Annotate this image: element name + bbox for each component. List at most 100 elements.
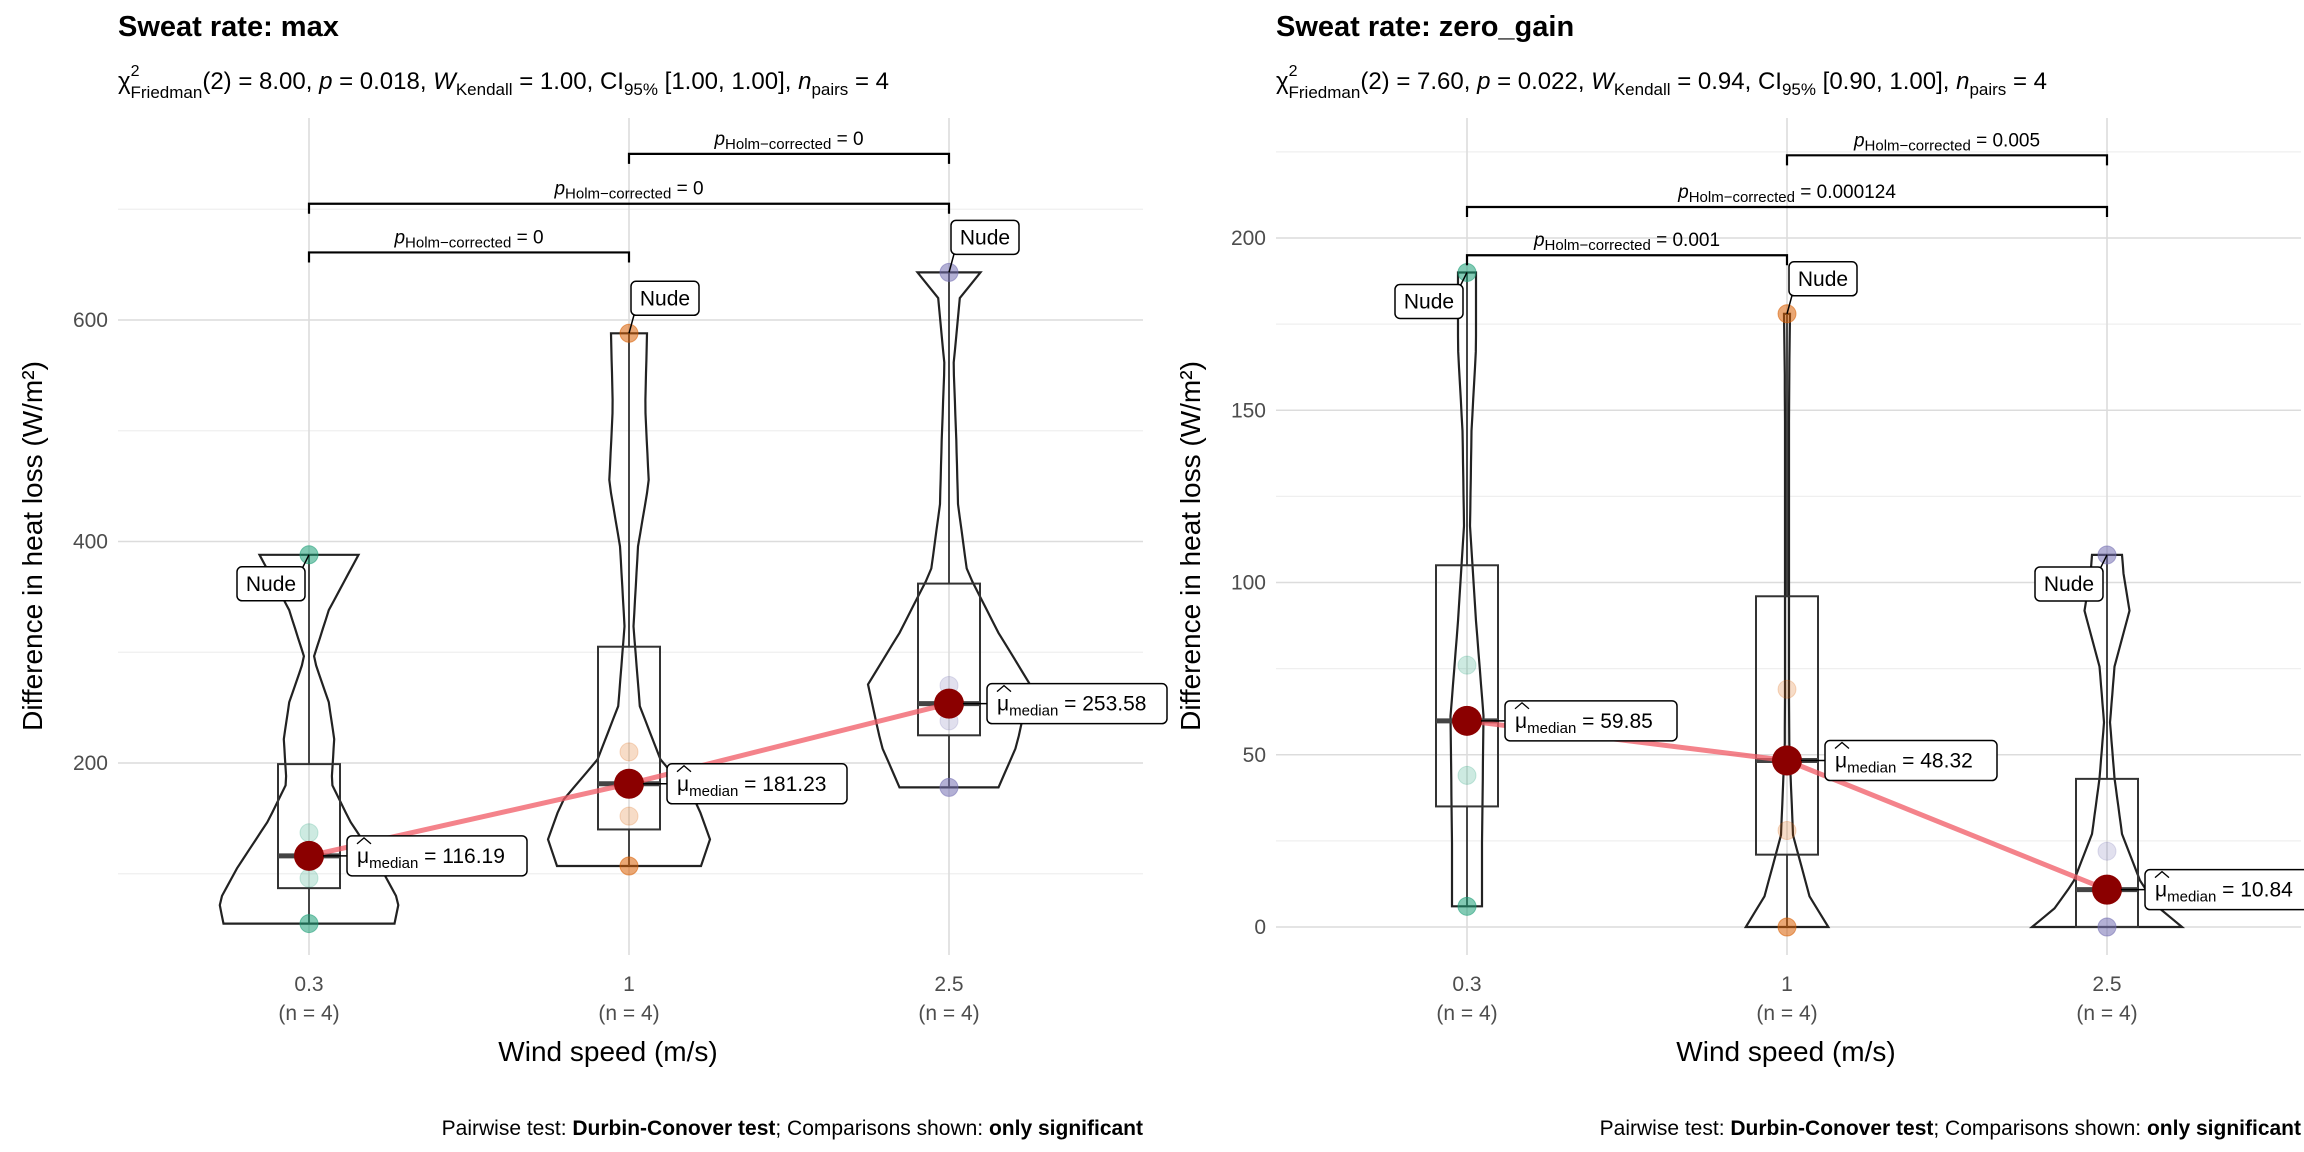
median-value: = 253.58 (1058, 693, 1146, 716)
bracket-p-value: = 0.001 (1651, 230, 1720, 251)
outlier-text: Nude (2044, 573, 2094, 596)
x-tick-n-label: (n = 4) (598, 1002, 659, 1025)
bracket-p: p (713, 129, 725, 150)
median-label-box (666, 763, 848, 805)
panel-sweat-rate-max: Sweat rate: max χ2 Friedman(2) = 8.00, p … (17, 11, 1168, 1140)
x-tick-label: 2.5 (2092, 973, 2121, 996)
y-tick-label: 0 (1254, 916, 1266, 939)
median-mu: μ (2155, 879, 2167, 902)
median-mu: μ (1515, 710, 1527, 733)
median-label: μmedian = 48.32 (1801, 739, 1998, 782)
outlier-label: Nude (236, 554, 310, 602)
ci-sub: 95% (1782, 80, 1816, 99)
data-point (299, 823, 319, 843)
data-point (299, 868, 319, 888)
outlier-box (1394, 283, 1464, 320)
median-label: μmedian = 116.19 (323, 835, 528, 877)
violin-2.5 (2028, 553, 2186, 929)
x-tick-n-label: (n = 4) (2076, 1002, 2137, 1025)
x-axis-label: Wind speed (m/s) (1676, 1036, 1895, 1067)
chi-sup: 2 (131, 63, 140, 80)
bracket-p-sub: Holm−corrected (1689, 189, 1795, 206)
x-tick-label: 0.3 (294, 973, 323, 996)
p-rest: = 0.018, (332, 68, 433, 95)
median-point (1772, 745, 1802, 776)
y-tick-label: 200 (73, 752, 108, 775)
median-point (934, 688, 964, 719)
pairwise-bracket: pHolm−corrected = 0 (627, 129, 951, 164)
bracket-line (307, 251, 631, 263)
chi-symbol: χ (118, 68, 131, 95)
bracket-p: p (1533, 230, 1545, 251)
x-axis-label: Wind speed (m/s) (498, 1036, 717, 1067)
median-label-text: μmedian = 181.23 (677, 773, 826, 800)
bracket-p-value: = 0 (511, 227, 543, 248)
outlier-box (950, 219, 1020, 256)
bracket-line (627, 152, 951, 164)
median-value: = 116.19 (418, 845, 505, 868)
chi-rest: (2) = 8.00, (202, 68, 319, 95)
x-axis-label-main: Wind speed (1676, 1036, 1832, 1067)
y-tick-label: 100 (1231, 572, 1266, 595)
pairwise-bracket: pHolm−corrected = 0 (307, 179, 951, 214)
panel-sweat-rate-zero-gain: Sweat rate: zero_gain χ2 Friedman(2) = 7.… (1175, 11, 2304, 1140)
median-hat (1514, 701, 1530, 710)
median-point (1452, 705, 1482, 736)
x-tick-n-label: (n = 4) (1436, 1002, 1497, 1025)
outlier-box (1788, 261, 1858, 297)
caption-mid: ; Comparisons shown: (775, 1117, 989, 1140)
data-point (1777, 917, 1797, 937)
median-point (614, 768, 644, 799)
bracket-p-sub: Holm−corrected (1865, 137, 1971, 154)
median-label-text: μmedian = 116.19 (357, 845, 505, 872)
chart-subtitle: χ2 Friedman(2) = 7.60, p = 0.022, WKendal… (1276, 63, 2047, 102)
bracket-p: p (553, 179, 565, 200)
x-tick-label: 2.5 (934, 973, 963, 996)
median-label: μmedian = 10.84 (2121, 868, 2304, 911)
outlier-box (236, 566, 306, 602)
data-point (619, 742, 639, 762)
median-sub: median (2167, 889, 2216, 906)
violin-2.5 (866, 271, 1032, 789)
median-label-box (346, 835, 528, 877)
outlier-box (2034, 566, 2104, 602)
bracket-line (1785, 154, 2109, 166)
bracket-p-value: = 0.005 (1971, 130, 2040, 151)
median-hat (356, 836, 372, 845)
pairwise-bracket: pHolm−corrected = 0.001 (1465, 230, 1789, 266)
w-symbol: W (433, 68, 458, 95)
x-tick-n-label: (n = 4) (278, 1002, 339, 1025)
bracket-p-value: = 0 (831, 129, 863, 150)
violin-0.3 (218, 553, 400, 925)
median-hat (996, 684, 1012, 693)
p-symbol: p (1476, 68, 1490, 95)
x-tick-label: 0.3 (1452, 973, 1481, 996)
caption-pre: Pairwise test: (1600, 1117, 1731, 1140)
chi-sub: Friedman (1289, 83, 1361, 102)
caption-pre: Pairwise test: (442, 1117, 573, 1140)
data-point (1457, 655, 1477, 675)
n-symbol: n (798, 68, 811, 95)
y-tick-label: 400 (73, 531, 108, 554)
median-label-text: μmedian = 253.58 (997, 693, 1146, 720)
caption-test: Durbin-Conover test (572, 1117, 775, 1140)
outlier-text: Nude (640, 287, 690, 310)
median-hat (1834, 741, 1850, 750)
bracket-label: pHolm−corrected = 0 (713, 129, 863, 153)
chart-subtitle: χ2 Friedman(2) = 8.00, p = 0.018, WKendal… (118, 63, 889, 102)
chi-rest: (2) = 7.60, (1360, 68, 1477, 95)
median-label-text: μmedian = 48.32 (1835, 750, 1973, 777)
median-hat (676, 764, 692, 773)
median-mu: μ (1835, 750, 1847, 773)
box-0.3 (277, 763, 341, 890)
median-sub: median (1009, 703, 1058, 720)
bracket-label: pHolm−corrected = 0.001 (1533, 230, 1720, 254)
bracket-p: p (1677, 182, 1689, 203)
median-value: = 48.32 (1896, 750, 1972, 773)
ci-rest: [1.00, 1.00], (658, 68, 798, 95)
bracket-p-sub: Holm−corrected (565, 186, 671, 203)
outlier-label: Nude (1394, 272, 1468, 320)
gridlines (1276, 118, 2301, 955)
n-sub: pairs (1969, 80, 2006, 99)
